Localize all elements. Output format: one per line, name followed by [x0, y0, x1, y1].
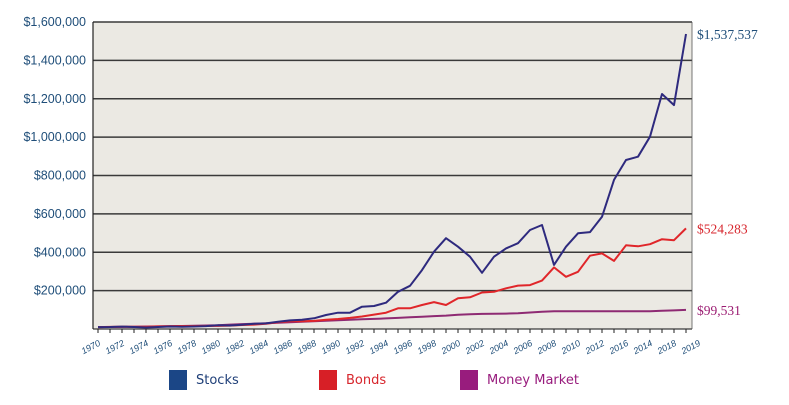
end-value-label: $99,531 — [697, 303, 741, 318]
x-tick-label: 1982 — [224, 338, 246, 356]
x-tick-label: 1978 — [176, 338, 198, 356]
legend-swatch-stocks — [169, 370, 187, 390]
x-tick-label: 2012 — [583, 338, 606, 357]
y-tick-label: $400,000 — [34, 245, 86, 259]
legend-label-stocks: Stocks — [196, 372, 239, 388]
x-tick-label: 1990 — [320, 338, 342, 356]
legend-swatch-money-market — [460, 370, 478, 390]
y-tick-label: $800,000 — [34, 169, 86, 183]
x-tick-label: 1988 — [296, 338, 318, 356]
x-tick-label: 1986 — [272, 338, 294, 356]
legend-item-money-market: Money Market — [460, 370, 579, 390]
end-value-label: $1,537,537 — [697, 27, 758, 42]
y-tick-label: $600,000 — [34, 207, 86, 221]
x-tick-label: 2000 — [439, 338, 462, 357]
series-line-stocks — [97, 33, 687, 329]
x-tick-label: 2008 — [535, 338, 558, 357]
legend-label-money-market: Money Market — [487, 372, 579, 388]
x-tick-label: 1974 — [128, 338, 150, 356]
legend-label-bonds: Bonds — [346, 372, 387, 388]
x-tick-label: 1972 — [104, 338, 126, 356]
legend-item-stocks: Stocks — [169, 370, 239, 390]
x-tick-label: 2006 — [511, 338, 534, 357]
y-tick-label: $1,200,000 — [23, 92, 86, 106]
x-tick-label: 2014 — [631, 338, 654, 357]
y-tick-label: $1,400,000 — [23, 53, 86, 67]
x-tick-label: 2010 — [559, 338, 582, 357]
x-tick-label: 1994 — [368, 338, 390, 356]
x-tick-label: 2004 — [487, 338, 510, 357]
x-tick-label: 1992 — [344, 338, 366, 356]
x-tick-label: 2002 — [463, 338, 486, 357]
x-tick-label: 2018 — [655, 338, 678, 357]
end-value-label: $524,283 — [697, 221, 748, 236]
x-tick-label: 2019 — [679, 338, 702, 357]
x-tick-label: 1984 — [248, 338, 270, 356]
x-tick-label: 1970 — [80, 338, 102, 356]
x-tick-label: 2016 — [607, 338, 630, 357]
x-tick-label: 1998 — [416, 338, 438, 356]
y-tick-label: $1,000,000 — [23, 130, 86, 144]
legend-swatch-bonds — [319, 370, 337, 390]
x-tick-label: 1980 — [200, 338, 222, 356]
x-tick-label: 1976 — [152, 338, 174, 356]
x-tick-label: 1996 — [392, 338, 414, 356]
y-tick-label: $1,600,000 — [23, 15, 86, 29]
legend-item-bonds: Bonds — [319, 370, 386, 390]
y-tick-label: $200,000 — [34, 284, 86, 298]
